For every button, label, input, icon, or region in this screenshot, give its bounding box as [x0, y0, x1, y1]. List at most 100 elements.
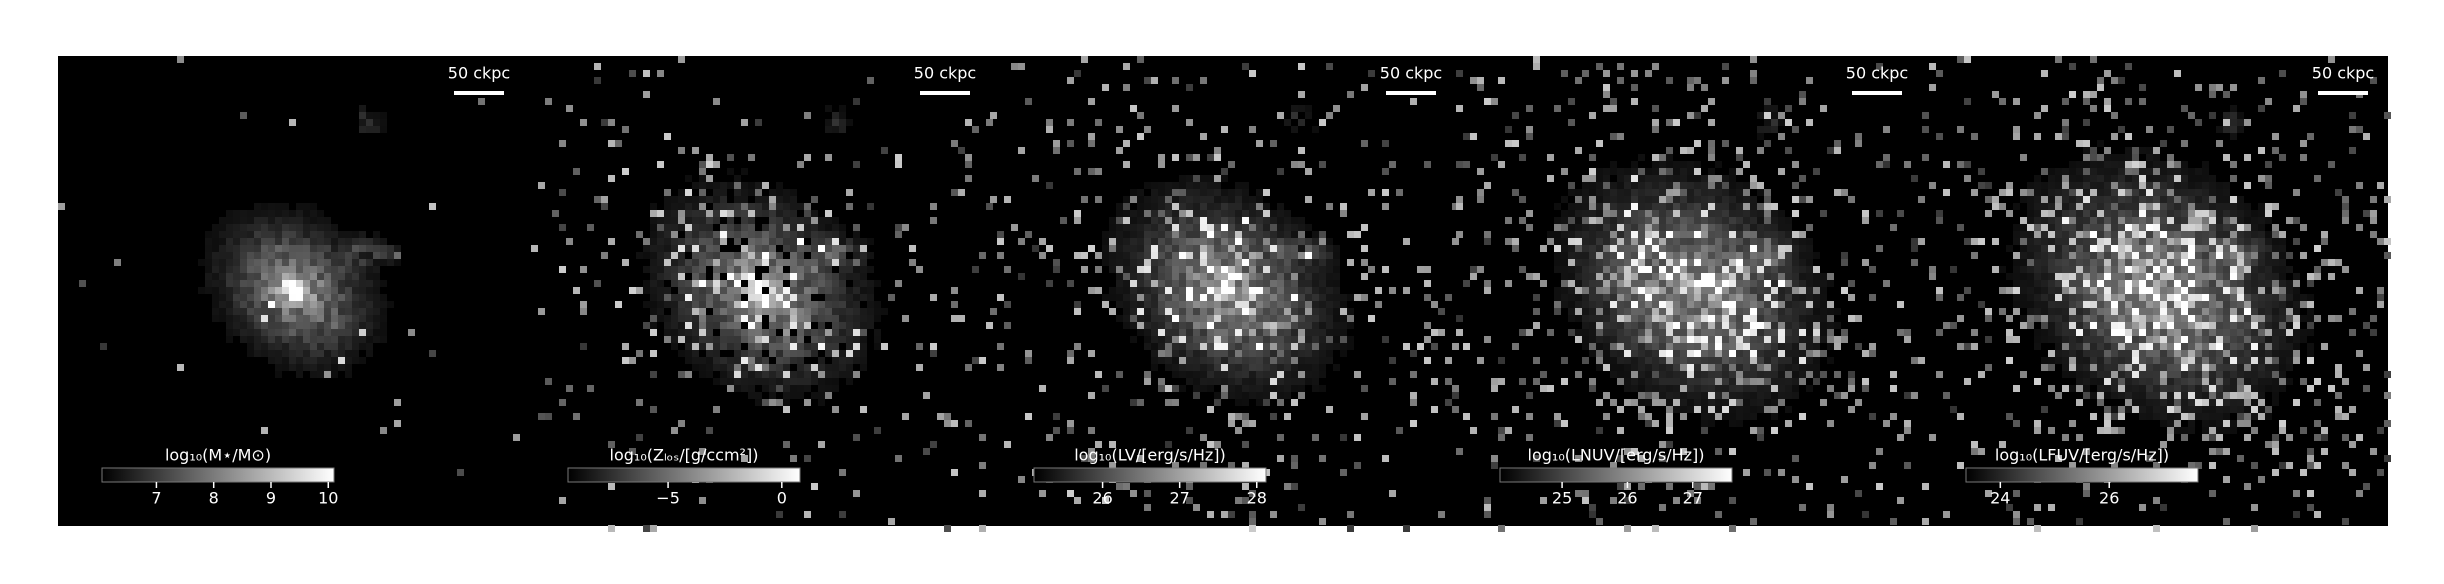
pixel: [1368, 266, 1375, 273]
pixel: [282, 315, 289, 322]
pixel: [790, 392, 797, 399]
pixel: [1638, 336, 1645, 343]
pixel: [1491, 462, 1498, 469]
pixel: [268, 329, 275, 336]
pixel: [930, 350, 937, 357]
pixel: [2111, 245, 2118, 252]
pixel: [1701, 406, 1708, 413]
pixel: [1757, 189, 1764, 196]
pixel: [338, 280, 345, 287]
pixel: [1277, 315, 1284, 322]
pixel: [2237, 196, 2244, 203]
pixel: [247, 287, 254, 294]
pixel: [727, 259, 734, 266]
pixel: [261, 210, 268, 217]
pixel: [1123, 322, 1130, 329]
pixel: [1659, 210, 1666, 217]
pixel: [1214, 245, 1221, 252]
pixel: [1778, 378, 1785, 385]
pixel: [1053, 427, 1060, 434]
pixel: [1312, 315, 1319, 322]
pixel: [804, 308, 811, 315]
pixel: [720, 315, 727, 322]
pixel: [2020, 245, 2027, 252]
pixel: [1116, 245, 1123, 252]
pixel: [825, 287, 832, 294]
pixel: [1638, 322, 1645, 329]
pixel: [1652, 287, 1659, 294]
pixel: [1785, 420, 1792, 427]
pixel: [2223, 126, 2230, 133]
pixel: [1102, 294, 1109, 301]
pixel: [1298, 280, 1305, 287]
pixel: [1764, 392, 1771, 399]
pixel: [1834, 147, 1841, 154]
pixel: [1757, 203, 1764, 210]
pixel: [1067, 280, 1074, 287]
pixel: [303, 336, 310, 343]
pixel: [2097, 224, 2104, 231]
pixel: [359, 266, 366, 273]
pixel: [1235, 224, 1242, 231]
pixel: [811, 301, 818, 308]
pixel: [1305, 322, 1312, 329]
pixel: [1596, 322, 1603, 329]
pixel: [2027, 189, 2034, 196]
pixel: [1645, 371, 1652, 378]
pixel: [1750, 343, 1757, 350]
pixel: [1736, 357, 1743, 364]
pixel: [657, 238, 664, 245]
pixel: [1617, 245, 1624, 252]
pixel: [846, 189, 853, 196]
pixel: [1582, 266, 1589, 273]
pixel: [1526, 273, 1533, 280]
pixel: [643, 287, 650, 294]
pixel: [776, 189, 783, 196]
pixel: [2076, 140, 2083, 147]
pixel: [790, 238, 797, 245]
pixel: [1736, 343, 1743, 350]
pixel: [1270, 315, 1277, 322]
pixel: [832, 224, 839, 231]
pixel: [2111, 133, 2118, 140]
pixel: [2097, 189, 2104, 196]
pixel: [310, 280, 317, 287]
pixel: [1680, 196, 1687, 203]
pixel: [755, 203, 762, 210]
pixel: [1172, 322, 1179, 329]
pixel: [853, 273, 860, 280]
pixel: [1256, 196, 1263, 203]
pixel: [1235, 259, 1242, 266]
pixel: [1743, 469, 1750, 476]
pixel: [1764, 343, 1771, 350]
pixel: [853, 266, 860, 273]
pixel: [2349, 147, 2356, 154]
pixel: [797, 322, 804, 329]
pixel: [1165, 329, 1172, 336]
pixel: [1834, 322, 1841, 329]
pixel: [713, 315, 720, 322]
pixel: [997, 294, 1004, 301]
pixel: [2139, 196, 2146, 203]
pixel: [1326, 406, 1333, 413]
pixel: [1445, 378, 1452, 385]
pixel: [1708, 175, 1715, 182]
pixel: [2356, 126, 2363, 133]
pixel: [2020, 154, 2027, 161]
pixel: [671, 336, 678, 343]
pixel: [1568, 273, 1575, 280]
pixel: [1568, 231, 1575, 238]
pixel: [226, 252, 233, 259]
pixel: [2034, 217, 2041, 224]
pixel: [1890, 385, 1897, 392]
pixel: [1256, 343, 1263, 350]
pixel: [2069, 224, 2076, 231]
pixel: [762, 343, 769, 350]
pixel: [1221, 350, 1228, 357]
pixel: [1228, 350, 1235, 357]
pixel: [1389, 161, 1396, 168]
pixel: [1389, 490, 1396, 497]
pixel: [2279, 154, 2286, 161]
pixel: [748, 189, 755, 196]
pixel: [247, 259, 254, 266]
